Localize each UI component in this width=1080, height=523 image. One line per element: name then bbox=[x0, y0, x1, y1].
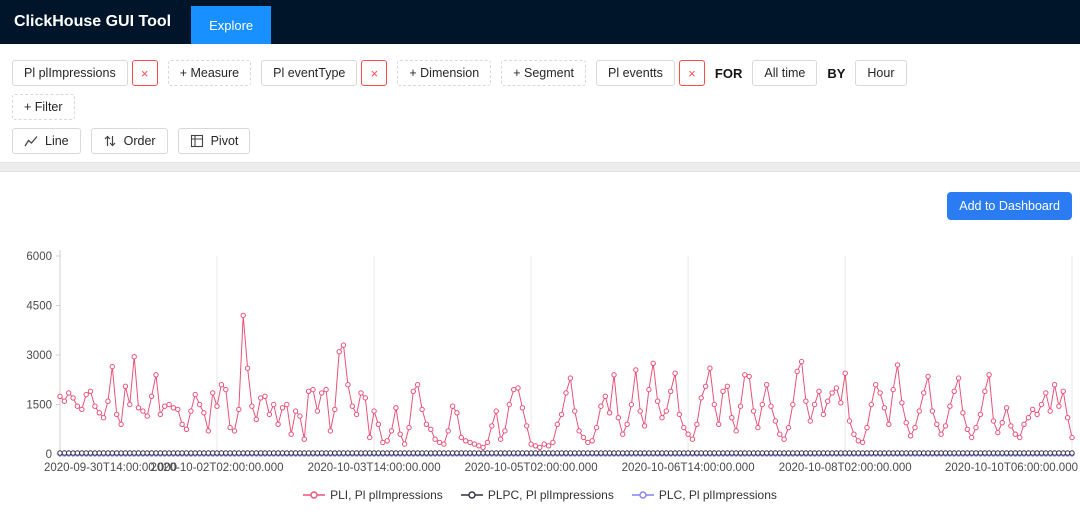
svg-text:3000: 3000 bbox=[26, 350, 52, 362]
legend-marker-icon bbox=[303, 491, 326, 499]
svg-text:2020-10-08T02:00:00.000: 2020-10-08T02:00:00.000 bbox=[779, 462, 912, 474]
svg-text:2020-10-10T06:00:00.000: 2020-10-10T06:00:00.000 bbox=[945, 462, 1078, 474]
pivot-button[interactable]: Pivot bbox=[177, 128, 251, 154]
remove-time-field-button[interactable]: × bbox=[678, 60, 705, 86]
measure-pill[interactable]: Pl plImpressions bbox=[12, 60, 128, 86]
pivot-table-icon bbox=[190, 134, 203, 148]
remove-dimension-button[interactable]: × bbox=[361, 60, 388, 86]
chart-legend: PLI, Pl plImpressions PLPC, Pl plImpressi… bbox=[0, 488, 1080, 502]
chart-panel: Add to Dashboard 0 1500 3000 4500 6000 2020-0… bbox=[0, 172, 1080, 502]
order-button[interactable]: Order bbox=[90, 128, 168, 154]
dimension-pill[interactable]: Pl eventType bbox=[261, 60, 358, 86]
measure-pill-group: Pl plImpressions × bbox=[12, 60, 158, 86]
svg-text:1500: 1500 bbox=[26, 400, 52, 412]
query-builder-row-2: + Filter bbox=[12, 94, 1068, 120]
by-label: BY bbox=[827, 65, 846, 81]
legend-label: PLPC, Pl plImpressions bbox=[487, 488, 614, 502]
time-field-pill[interactable]: Pl eventts bbox=[596, 60, 675, 86]
svg-text:2020-10-03T14:00:00.000: 2020-10-03T14:00:00.000 bbox=[308, 462, 441, 474]
app-header: ClickHouse GUI Tool Explore bbox=[0, 0, 1080, 44]
app-title: ClickHouse GUI Tool bbox=[14, 13, 172, 30]
svg-text:2020-10-06T14:00:00.000: 2020-10-06T14:00:00.000 bbox=[622, 462, 755, 474]
legend-item[interactable]: PLC, Pl plImpressions bbox=[631, 488, 777, 502]
tab-explore[interactable]: Explore bbox=[191, 6, 272, 44]
query-builder: Pl plImpressions × + Measure Pl eventTyp… bbox=[0, 44, 1080, 154]
legend-label: PLI, Pl plImpressions bbox=[330, 488, 443, 502]
order-label: Order bbox=[123, 134, 156, 148]
svg-text:4500: 4500 bbox=[26, 301, 52, 313]
chart-type-button[interactable]: Line bbox=[12, 128, 81, 154]
svg-text:0: 0 bbox=[46, 449, 52, 461]
dimension-pill-group: Pl eventType × bbox=[261, 60, 388, 86]
svg-text:2020-10-05T02:00:00.000: 2020-10-05T02:00:00.000 bbox=[465, 462, 598, 474]
legend-marker-icon bbox=[631, 491, 654, 499]
add-dimension-button[interactable]: + Dimension bbox=[397, 60, 492, 86]
line-chart-icon bbox=[24, 136, 38, 147]
granularity-button[interactable]: Hour bbox=[855, 60, 907, 86]
for-label: FOR bbox=[714, 65, 743, 81]
time-range-button[interactable]: All time bbox=[752, 60, 818, 86]
add-segment-button[interactable]: + Segment bbox=[501, 60, 587, 86]
view-controls-row: Line Order Pivot bbox=[12, 128, 1068, 154]
legend-label: PLC, Pl plImpressions bbox=[658, 488, 777, 502]
legend-marker-icon bbox=[460, 491, 483, 499]
chart-type-label: Line bbox=[45, 134, 69, 148]
add-to-dashboard-button[interactable]: Add to Dashboard bbox=[947, 192, 1072, 220]
section-divider bbox=[0, 162, 1080, 172]
query-builder-row-1: Pl plImpressions × + Measure Pl eventTyp… bbox=[12, 60, 1068, 86]
timeseries-chart: 0 1500 3000 4500 6000 2020-09-30T14:00:00.000… bbox=[26, 250, 1078, 474]
remove-measure-button[interactable]: × bbox=[131, 60, 158, 86]
svg-text:2020-10-02T02:00:00.000: 2020-10-02T02:00:00.000 bbox=[151, 462, 284, 474]
svg-text:2020-09-30T14:00:00.000: 2020-09-30T14:00:00.000 bbox=[44, 462, 177, 474]
add-filter-button[interactable]: + Filter bbox=[12, 94, 75, 120]
add-measure-button[interactable]: + Measure bbox=[167, 60, 252, 86]
actions-row: Add to Dashboard bbox=[0, 172, 1080, 220]
pivot-label: Pivot bbox=[210, 134, 239, 148]
sort-order-icon bbox=[104, 135, 116, 147]
time-field-pill-group: Pl eventts × bbox=[596, 60, 705, 86]
legend-item[interactable]: PLI, Pl plImpressions bbox=[303, 488, 443, 502]
svg-text:6000: 6000 bbox=[26, 251, 52, 263]
legend-item[interactable]: PLPC, Pl plImpressions bbox=[460, 488, 614, 502]
